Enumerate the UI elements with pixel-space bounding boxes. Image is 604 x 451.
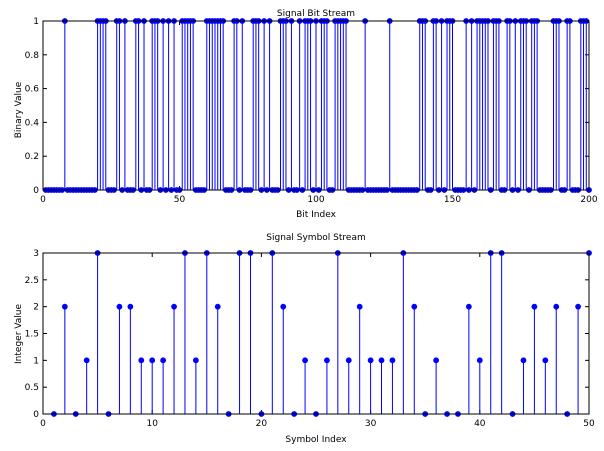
bit-stream-xlabel: Bit Index [296, 210, 337, 220]
bit-stream-ylabel: Binary Value [14, 81, 24, 138]
symbol-stream-point [433, 357, 440, 364]
symbol-stream-ytick-label: 2 [33, 303, 39, 313]
symbol-stream-point [280, 303, 287, 310]
bit-stream-xtick-label: 50 [174, 195, 186, 205]
bit-stream-ytick-label: 1 [33, 17, 39, 27]
bit-stream-ticks: 0 50 100 150 200 0 0.2 0.4 0.6 0.8 1 [25, 17, 598, 205]
symbol-stream-point [61, 303, 68, 310]
symbol-stream-point [83, 357, 90, 364]
symbol-stream-point [149, 357, 156, 364]
symbol-stream-point [476, 357, 483, 364]
symbol-stream-xtick-label: 0 [40, 419, 46, 429]
symbol-stream-point [214, 303, 221, 310]
symbol-stream-point [389, 357, 396, 364]
symbol-stream-panel: Signal Symbol Stream Symbol Index Intege… [14, 233, 595, 445]
symbol-stream-point [367, 357, 374, 364]
symbol-stream-point [345, 357, 352, 364]
symbol-stream-point [192, 357, 199, 364]
symbol-stream-ylabel: Integer Value [14, 304, 24, 364]
symbol-stream-point [356, 303, 363, 310]
symbol-stream-ytick-label: 0.5 [25, 383, 39, 393]
symbol-stream-axes-frame [42, 252, 590, 415]
symbol-stream-ytick-label: 2.5 [25, 276, 39, 286]
symbol-stream-xtick-label: 10 [146, 419, 158, 429]
symbol-stream-point [302, 357, 308, 364]
symbol-stream-stems [51, 250, 592, 417]
symbol-stream-ytick-label: 3 [33, 249, 39, 259]
symbol-stream-point [411, 303, 418, 310]
bit-stream-panel: Signal Bit Stream Bit Index Binary Value… [14, 9, 598, 220]
symbol-stream-ytick-label: 1.5 [25, 330, 39, 340]
symbol-stream-point [171, 303, 177, 310]
symbol-stream-point [553, 303, 560, 310]
symbol-stream-point [378, 357, 385, 364]
bit-stream-xtick-label: 100 [307, 195, 324, 205]
symbol-stream-point [531, 303, 538, 310]
bit-stream-xtick-label: 150 [444, 195, 461, 205]
symbol-stream-ytick-label: 1 [33, 356, 39, 366]
symbol-stream-xtick-label: 20 [256, 419, 268, 429]
symbol-stream-point [520, 357, 527, 364]
bit-stream-ytick-label: 0 [33, 186, 39, 196]
symbol-stream-point [575, 303, 581, 310]
symbol-stream-xtick-label: 50 [583, 419, 595, 429]
bit-stream-xtick-label: 0 [40, 195, 46, 205]
bit-stream-ytick-label: 0.4 [25, 118, 40, 128]
bit-stream-ytick-label: 0.2 [25, 152, 39, 162]
symbol-stream-title: Signal Symbol Stream [266, 233, 365, 243]
bit-stream-title: Signal Bit Stream [277, 9, 355, 19]
symbol-stream-xlabel: Symbol Index [285, 435, 347, 445]
symbol-stream-point [116, 303, 123, 310]
symbol-stream-point [160, 357, 167, 364]
symbol-stream-ytick-label: 0 [33, 410, 39, 420]
symbol-stream-point [127, 303, 134, 310]
symbol-stream-ticks: 0 10 20 30 40 50 0 0.5 1 1.5 2 2.5 3 [25, 249, 595, 429]
symbol-stream-point [465, 303, 472, 310]
bit-stream-ytick-label: 0.8 [25, 51, 40, 61]
symbol-stream-point [324, 357, 330, 364]
symbol-stream-point [542, 357, 549, 364]
bit-stream-ytick-label: 0.6 [25, 85, 40, 95]
symbol-stream-point [138, 357, 145, 364]
symbol-stream-xtick-label: 40 [474, 419, 486, 429]
bit-stream-axes-frame [42, 20, 590, 191]
bit-stream-xtick-label: 200 [580, 195, 597, 205]
symbol-stream-xtick-label: 30 [365, 419, 377, 429]
